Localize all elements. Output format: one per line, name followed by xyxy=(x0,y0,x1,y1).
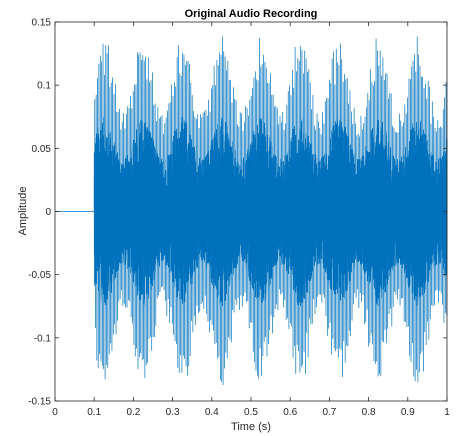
x-tick-label: 0 xyxy=(52,407,58,418)
x-tick-label: 0.4 xyxy=(205,407,219,418)
y-axis-label: Amplitude xyxy=(17,187,29,236)
x-tick-label: 0.2 xyxy=(126,407,140,418)
y-tick-label: 0.15 xyxy=(32,18,52,29)
x-tick-label: 1 xyxy=(444,407,450,418)
y-tick-label: -0.15 xyxy=(28,397,51,408)
y-axis-ticks: -0.15 -0.1 -0.05 0 0.05 0.1 0.15 xyxy=(28,18,447,408)
x-axis-label: Time (s) xyxy=(231,421,271,433)
x-tick-label: 0.8 xyxy=(362,407,376,418)
y-tick-label: 0 xyxy=(45,207,51,218)
x-tick-label: 0.3 xyxy=(166,407,180,418)
waveform-line xyxy=(55,36,448,386)
chart-title: Original Audio Recording xyxy=(185,8,318,20)
x-tick-label: 0.9 xyxy=(401,407,415,418)
x-axis-ticks: 0 0.1 0.2 0.3 0.4 0.5 0.6 0.7 0.8 0.9 1 xyxy=(52,22,450,418)
y-tick-label: 0.1 xyxy=(37,81,51,92)
series-audio-waveform xyxy=(55,36,448,386)
x-tick-label: 0.7 xyxy=(322,407,336,418)
y-tick-label: -0.05 xyxy=(28,270,51,281)
x-tick-label: 0.1 xyxy=(87,407,101,418)
x-tick-label: 0.6 xyxy=(283,407,297,418)
x-tick-label: 0.5 xyxy=(244,407,258,418)
y-tick-label: -0.1 xyxy=(34,333,52,344)
y-tick-label: 0.05 xyxy=(32,144,52,155)
